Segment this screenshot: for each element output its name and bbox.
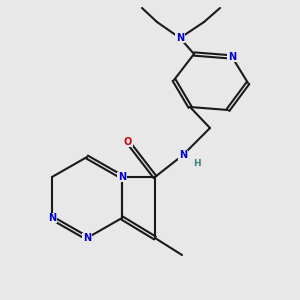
Text: N: N bbox=[48, 213, 56, 223]
Text: H: H bbox=[193, 158, 201, 167]
Text: O: O bbox=[124, 137, 132, 147]
Text: N: N bbox=[83, 233, 91, 243]
Text: N: N bbox=[179, 150, 187, 160]
Text: N: N bbox=[176, 33, 184, 43]
Text: N: N bbox=[118, 172, 126, 182]
Text: N: N bbox=[228, 52, 236, 62]
